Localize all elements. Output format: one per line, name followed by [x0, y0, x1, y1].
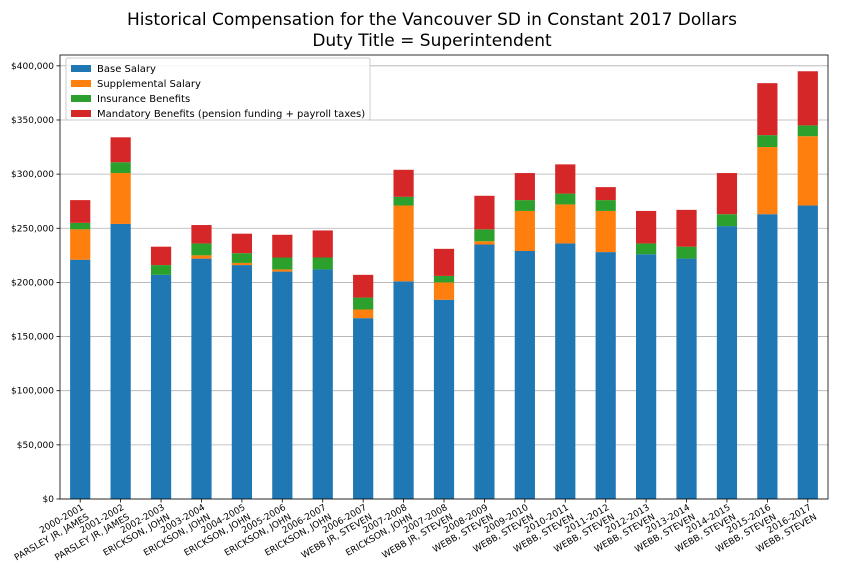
bar-segment [272, 269, 293, 272]
bar-segment [595, 200, 616, 211]
bar-segment [514, 210, 535, 252]
bar-segment [716, 173, 738, 215]
y-tick-label: $0 [43, 495, 55, 505]
bar-segment [474, 229, 495, 242]
bar-segment [191, 225, 212, 244]
legend-box [65, 57, 371, 121]
bar-segment [150, 265, 172, 275]
bar-segment [676, 246, 697, 259]
legend-label: Base Salary [97, 64, 156, 75]
bar-segment [231, 262, 252, 266]
bar-segment [797, 136, 818, 206]
bar-segment [110, 223, 131, 499]
legend-swatch [71, 65, 91, 72]
bar-segment [393, 205, 414, 282]
bar-segment [433, 275, 455, 283]
bar-segment [757, 214, 778, 499]
bar-segment [797, 125, 818, 137]
bar-segment [797, 205, 818, 499]
bar-segment [150, 274, 172, 499]
bar-segment [272, 257, 293, 270]
bar-segment [191, 258, 212, 499]
bar-segment [191, 255, 212, 259]
y-tick-label: $150,000 [11, 333, 54, 343]
bar-segment [474, 244, 495, 499]
bar-segment [353, 309, 374, 319]
bar-segment [70, 222, 91, 230]
y-tick-label: $400,000 [11, 62, 54, 72]
bar-segment [757, 135, 778, 148]
bar-segment [272, 234, 293, 258]
bar-segment [514, 173, 535, 201]
bar-segment [636, 254, 657, 499]
bar-segment [595, 210, 616, 253]
bar-segment [70, 259, 91, 499]
bar-segment [433, 282, 455, 300]
bar-segment [70, 200, 91, 223]
bar-segment [797, 71, 818, 126]
bar-segment [312, 269, 333, 499]
bar-segment [312, 230, 333, 258]
bar-segment [393, 281, 414, 499]
bar-segment [231, 233, 252, 254]
chart-subtitle: Duty Title = Superintendent [312, 31, 552, 51]
bar-segment [555, 243, 576, 499]
y-tick-label: $300,000 [11, 170, 54, 180]
bar-segment [676, 258, 697, 499]
bar-segment [272, 271, 293, 499]
bar-segment [70, 229, 91, 260]
bar-segment [636, 210, 657, 244]
bar-segment [595, 187, 616, 201]
bar-segment [353, 297, 374, 310]
bar-segment [676, 209, 697, 247]
y-tick-label: $350,000 [11, 116, 54, 126]
bar-segment [716, 214, 738, 227]
bar-segment [393, 169, 414, 197]
bar-segment [110, 137, 131, 163]
bar-segment [433, 248, 455, 276]
bar-segment [231, 253, 252, 263]
bar-segment [514, 251, 535, 499]
bar-segment [636, 243, 657, 255]
legend-swatch [71, 80, 91, 87]
bar-segment [716, 226, 738, 500]
y-tick-label: $250,000 [11, 224, 54, 234]
legend-label: Mandatory Benefits (pension funding + pa… [97, 109, 365, 120]
bar-segment [474, 241, 495, 245]
bar-segment [312, 257, 333, 270]
bar-segment [110, 162, 131, 174]
bar-segment [555, 193, 576, 205]
bar-segment [757, 147, 778, 215]
chart-title: Historical Compensation for the Vancouve… [126, 10, 738, 30]
y-tick-label: $50,000 [17, 441, 54, 451]
y-tick-label: $200,000 [11, 278, 54, 288]
bar-segment [110, 173, 131, 224]
bar-segment [191, 243, 212, 256]
plot-frame [59, 54, 829, 500]
bar-segment [474, 195, 495, 230]
bar-segment [393, 196, 414, 206]
legend-label: Supplemental Salary [97, 79, 201, 90]
bar-segment [353, 318, 374, 499]
bar-segment [757, 83, 778, 136]
y-tick-label: $100,000 [11, 387, 54, 397]
legend-swatch [71, 110, 91, 117]
legend-swatch [71, 95, 91, 102]
legend-label: Insurance Benefits [97, 94, 190, 105]
bar-segment [514, 200, 535, 211]
bar-segment [555, 164, 576, 194]
bar-segment [353, 274, 374, 298]
bar-segment [595, 252, 616, 499]
bar-segment [555, 204, 576, 244]
bar-segment [150, 246, 172, 266]
bar-segment [433, 299, 455, 499]
bar-segment [231, 265, 252, 499]
